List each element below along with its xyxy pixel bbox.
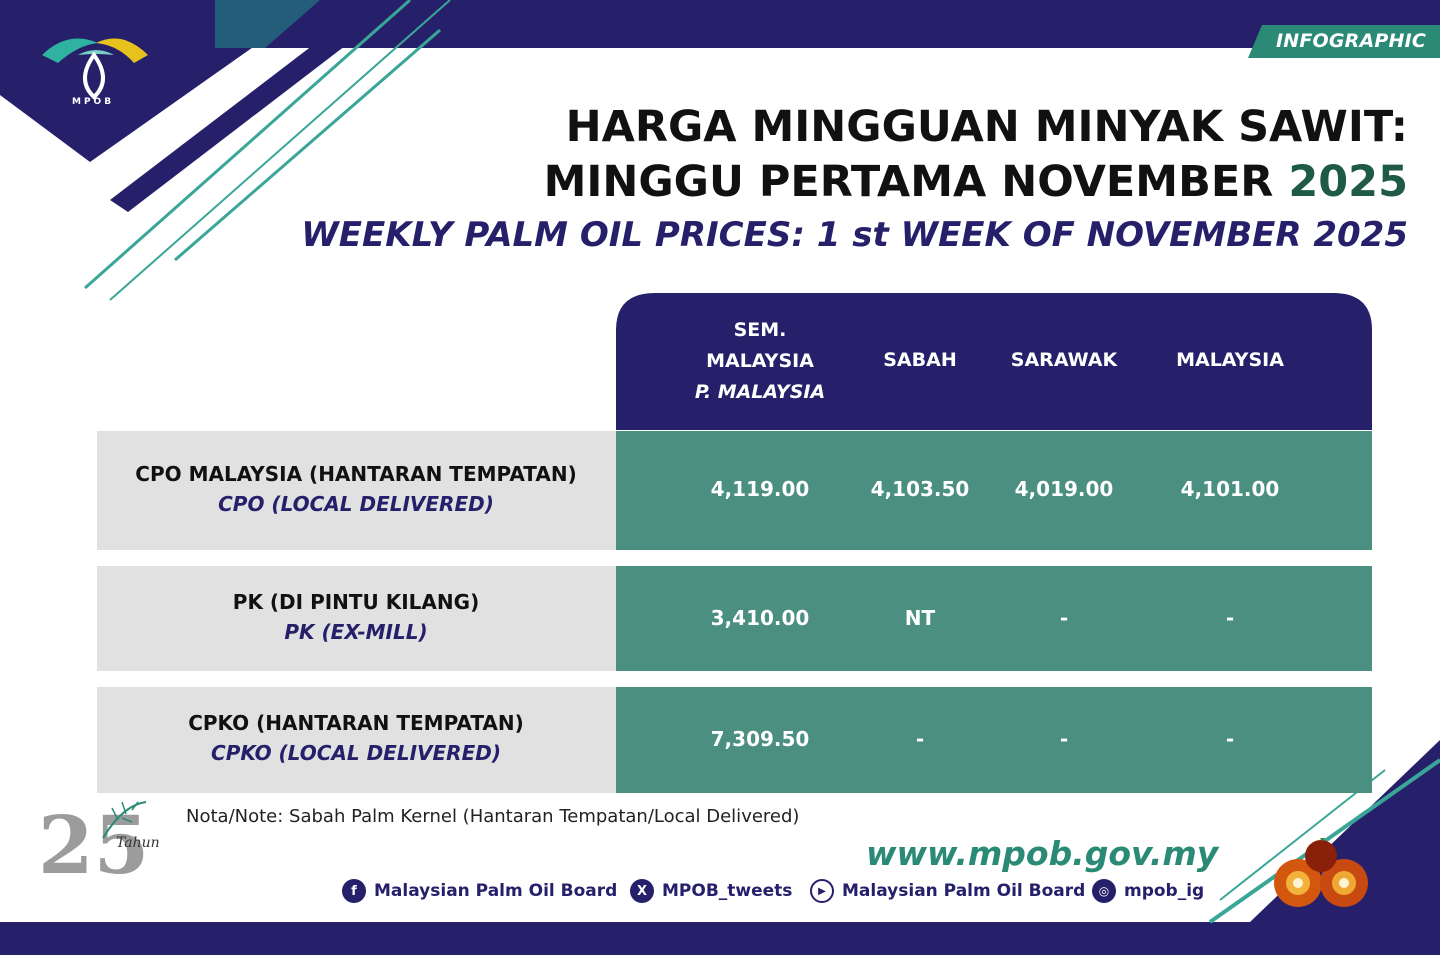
title-malay-line1: HARGA MINGGUAN MINYAK SAWIT: xyxy=(565,102,1408,152)
header-sabah: SABAH xyxy=(883,349,957,371)
cell-pk-pmalaysia: 3,410.00 xyxy=(710,606,810,630)
header-p-malaysia: SEM. MALAYSIA P. MALAYSIA xyxy=(680,315,840,408)
website-link[interactable]: www.mpob.gov.my xyxy=(866,834,1219,873)
social-youtube[interactable]: ▶ Malaysian Palm Oil Board xyxy=(810,879,1085,903)
x-label: MPOB_tweets xyxy=(662,881,793,901)
row-label-cpo: CPO MALAYSIA (HANTARAN TEMPATAN) CPO (LO… xyxy=(97,459,615,519)
row-label-cpko: CPKO (HANTARAN TEMPATAN) CPKO (LOCAL DEL… xyxy=(97,708,615,768)
infographic-badge: INFOGRAPHIC xyxy=(1275,30,1427,52)
footnote: Nota/Note: Sabah Palm Kernel (Hantaran T… xyxy=(186,806,800,827)
logo-text: MPOB xyxy=(72,97,115,107)
header-sarawak: SARAWAK xyxy=(1010,349,1118,371)
facebook-label: Malaysian Palm Oil Board xyxy=(374,881,618,901)
header-malaysia: MALAYSIA xyxy=(1176,349,1284,371)
youtube-icon: ▶ xyxy=(810,879,834,903)
palm-fruit-icon xyxy=(1274,838,1368,907)
youtube-label: Malaysian Palm Oil Board xyxy=(842,881,1086,901)
cell-pk-sarawak: - xyxy=(1059,606,1069,630)
instagram-icon: ◎ xyxy=(1092,879,1116,903)
title-malay-line2: MINGGU PERTAMA NOVEMBER 2025 xyxy=(544,157,1408,207)
title-line2-main: MINGGU PERTAMA NOVEMBER xyxy=(543,157,1289,207)
header-p-malaysia-line3: P. MALAYSIA xyxy=(694,381,826,403)
mpob-logo-icon xyxy=(42,38,148,100)
row-label-cpko-en: CPKO (LOCAL DELIVERED) xyxy=(211,741,501,765)
cell-pk-sabah: NT xyxy=(904,606,936,630)
header-p-malaysia-line1: SEM. xyxy=(733,319,787,341)
row-label-cpo-en: CPO (LOCAL DELIVERED) xyxy=(218,492,494,516)
header-p-malaysia-line2: MALAYSIA xyxy=(706,350,814,372)
title-english: WEEKLY PALM OIL PRICES: 1 st WEEK OF NOV… xyxy=(301,215,1408,255)
cell-cpo-malaysia: 4,101.00 xyxy=(1180,477,1280,501)
cell-cpko-sarawak: - xyxy=(1059,727,1069,751)
title-year: 2025 xyxy=(1288,157,1408,207)
cell-cpko-pmalaysia: 7,309.50 xyxy=(710,727,810,751)
social-facebook[interactable]: f Malaysian Palm Oil Board xyxy=(342,879,617,903)
anniversary-logo: 25 Tahun xyxy=(38,795,168,910)
instagram-label: mpob_ig xyxy=(1124,881,1205,901)
cell-cpo-sabah: 4,103.50 xyxy=(870,477,970,501)
row-label-pk-en: PK (EX-MILL) xyxy=(284,620,428,644)
social-instagram[interactable]: ◎ mpob_ig xyxy=(1092,879,1204,903)
cell-cpo-sarawak: 4,019.00 xyxy=(1014,477,1114,501)
cell-cpo-pmalaysia: 4,119.00 xyxy=(710,477,810,501)
cell-cpko-sabah: - xyxy=(915,727,925,751)
x-icon: X xyxy=(630,879,654,903)
cell-pk-malaysia: - xyxy=(1225,606,1235,630)
row-label-cpo-ms: CPO MALAYSIA (HANTARAN TEMPATAN) xyxy=(135,462,577,486)
row-label-cpko-ms: CPKO (HANTARAN TEMPATAN) xyxy=(188,711,524,735)
anniversary-word: Tahun xyxy=(116,835,160,851)
row-label-pk: PK (DI PINTU KILANG) PK (EX-MILL) xyxy=(97,587,615,647)
anniversary-number: 25 xyxy=(38,798,150,892)
social-x[interactable]: X MPOB_tweets xyxy=(630,879,792,903)
cell-cpko-malaysia: - xyxy=(1225,727,1235,751)
palm-frond-icon xyxy=(102,801,147,839)
row-label-pk-ms: PK (DI PINTU KILANG) xyxy=(232,590,480,614)
facebook-icon: f xyxy=(342,879,366,903)
